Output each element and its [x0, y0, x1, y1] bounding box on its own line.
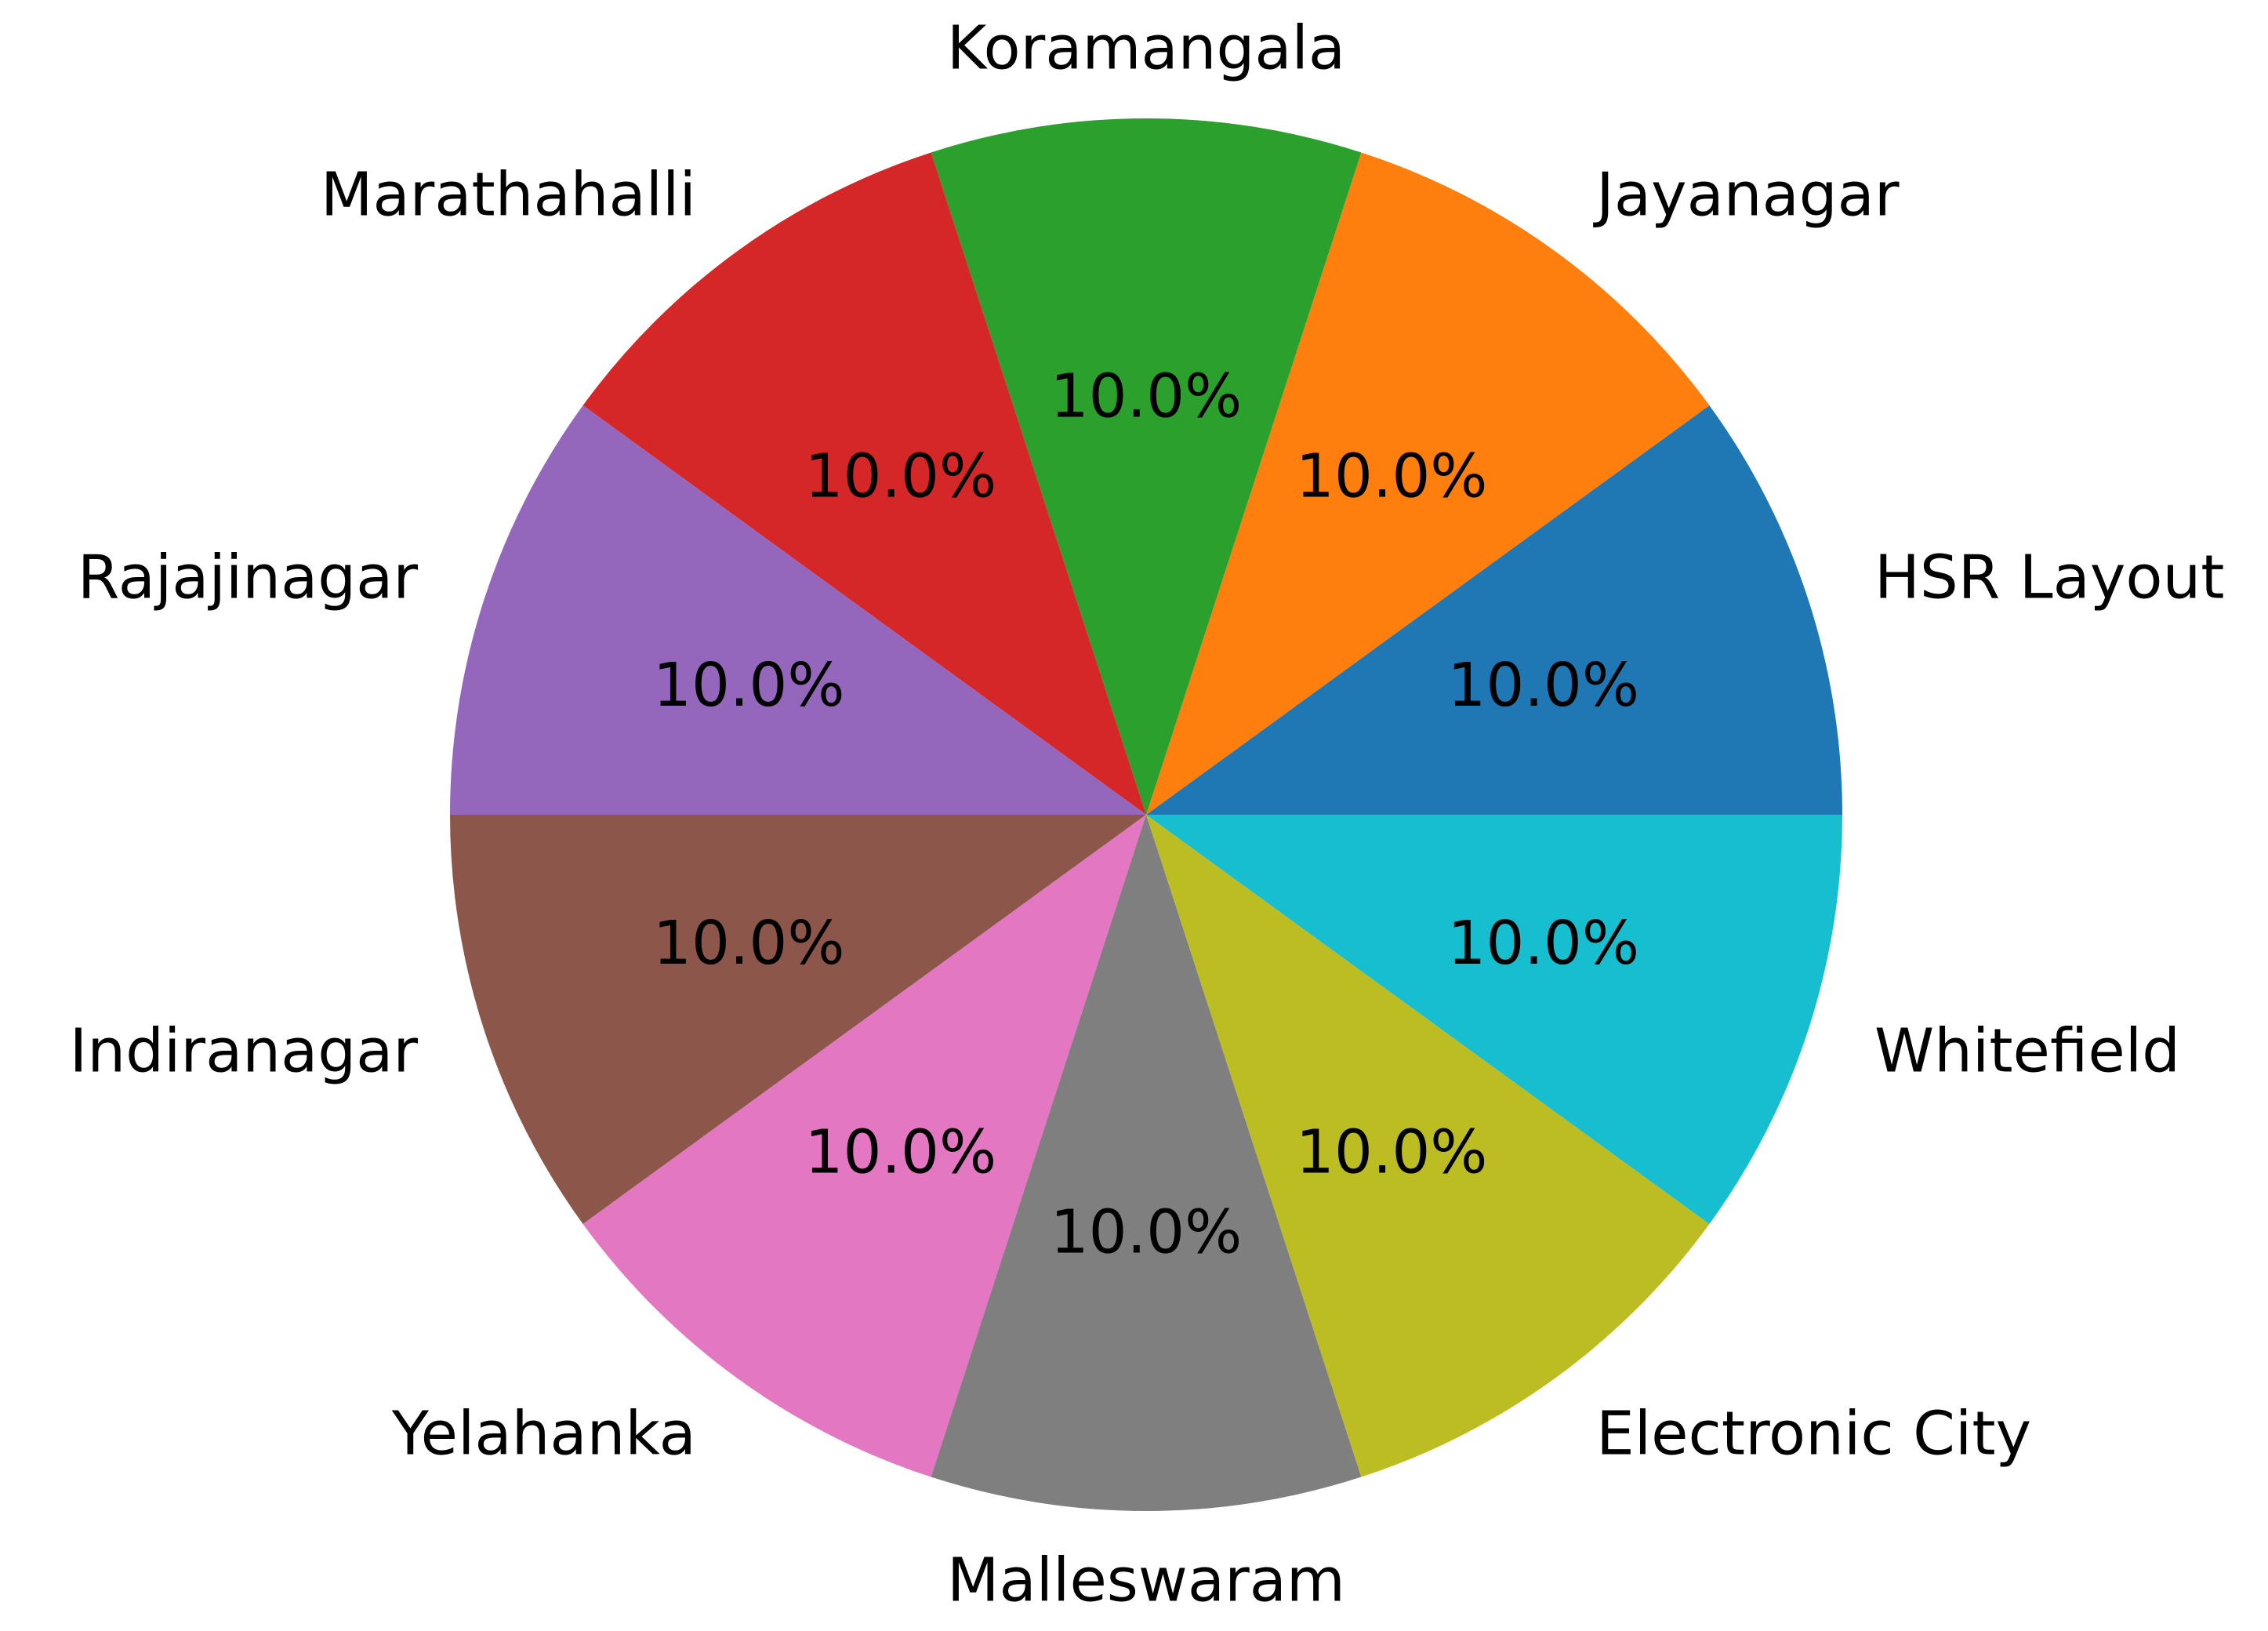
pie-slice-koramangala [931, 118, 1362, 815]
category-label-koramangala: Koramangala [947, 14, 1345, 84]
category-label-yelahanka: Yelahanka [391, 1400, 696, 1469]
pct-label-koramangala: 10.0% [1051, 362, 1243, 432]
pct-label-malleswaram: 10.0% [1051, 1197, 1243, 1267]
pct-label-marathahalli: 10.0% [805, 441, 997, 511]
pct-label-electronic-city: 10.0% [1296, 1118, 1488, 1188]
pct-label-whitefield: 10.0% [1447, 909, 1639, 979]
pct-label-hsr-layout: 10.0% [1447, 651, 1639, 721]
pie-slice-marathahalli [582, 152, 1146, 816]
category-label-indiranagar: Indiranagar [70, 1016, 419, 1086]
pie-slice-electronic-city [1146, 815, 1710, 1477]
pie-slices [450, 118, 1842, 1512]
category-label-jayanagar: Jayanagar [1593, 160, 1900, 230]
pct-label-jayanagar: 10.0% [1296, 441, 1488, 511]
category-labels: HSR Layout Jayanagar Koramangala Marathahal… [70, 14, 2225, 1616]
pie-slice-indiranagar [450, 815, 1146, 1224]
category-label-electronic-city: Electronic City [1596, 1400, 2031, 1469]
pct-label-yelahanka: 10.0% [805, 1118, 997, 1188]
pie-slice-rajajinagar [450, 405, 1146, 815]
category-label-malleswaram: Malleswaram [947, 1546, 1345, 1615]
percentage-labels: 10.0% 10.0% 10.0% 10.0% 10.0% 10.0% 10.0% 10.0%… [653, 362, 1639, 1268]
category-label-rajajinagar: Rajajinagar [78, 543, 418, 613]
pct-label-indiranagar: 10.0% [653, 909, 845, 979]
category-label-hsr-layout: HSR Layout [1874, 543, 2225, 613]
pie-slice-yelahanka [582, 815, 1146, 1477]
pct-label-rajajinagar: 10.0% [653, 651, 845, 721]
pie-slice-jayanagar [1146, 152, 1710, 816]
pie-slice-malleswaram [931, 815, 1362, 1512]
pie-slice-hsr-layout [1146, 405, 1842, 815]
category-label-whitefield: Whitefield [1874, 1016, 2180, 1086]
category-label-marathahalli: Marathahalli [321, 160, 696, 230]
pie-slice-whitefield [1146, 815, 1842, 1224]
